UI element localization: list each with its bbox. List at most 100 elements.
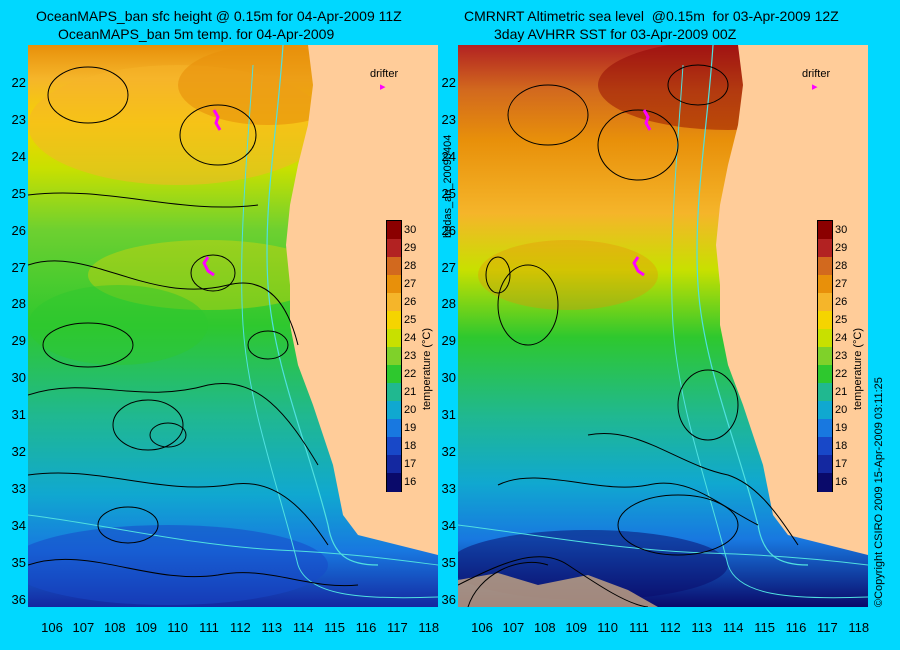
lat-label: 26 (441, 222, 456, 238)
lon-label: 109 (135, 620, 158, 635)
lat-label: 22 (11, 75, 26, 90)
left-map-svg (28, 45, 438, 607)
colorbar-tick-label: 27 (404, 278, 417, 290)
colorbar-tick-label: 20 (404, 404, 417, 416)
right-title-line2: 3day AVHRR SST for 03-Apr-2009 00Z (494, 26, 737, 42)
lon-label: 117 (387, 620, 408, 635)
colorbar-swatch (818, 329, 832, 348)
lon-label: 107 (502, 620, 525, 635)
colorbar-swatch (818, 365, 832, 384)
lat-label: 35 (441, 554, 456, 570)
lat-label: 32 (11, 444, 26, 459)
colorbar-swatch (818, 419, 832, 438)
colorbar-swatch (387, 419, 401, 438)
right-map-svg (458, 45, 868, 607)
lon-label: 117 (817, 620, 838, 635)
copyright-text: ©Copyright CSIRO 2009 15-Apr-2009 03:11:… (873, 377, 885, 607)
colorbar-swatch (387, 365, 401, 384)
left-colorbar (386, 220, 402, 492)
lon-label: 107 (72, 620, 95, 635)
lon-label: 115 (324, 620, 345, 635)
lat-label: 36 (11, 591, 26, 607)
colorbar-swatch (387, 383, 401, 402)
lon-label: 108 (103, 620, 126, 635)
colorbar-swatch (818, 347, 832, 366)
lon-label: 106 (41, 620, 63, 635)
colorbar-tick-label: 22 (404, 368, 417, 380)
left-title-line1: OceanMAPS_ban sfc height @ 0.15m for 04-… (36, 8, 402, 24)
colorbar-swatch (818, 473, 832, 492)
lat-label: 29 (11, 333, 26, 349)
lat-label: 30 (11, 370, 26, 386)
lat-label: 28 (11, 296, 26, 312)
colorbar-tick-label: 17 (404, 458, 417, 470)
lat-label: 32 (441, 444, 456, 459)
colorbar-tick-label: 29 (835, 242, 848, 254)
lon-label: 114 (722, 620, 744, 635)
colorbar-swatch (387, 275, 401, 294)
colorbar-tick-label: 18 (404, 440, 417, 452)
lat-label: 33 (441, 480, 456, 496)
lon-label: 108 (533, 620, 556, 635)
colorbar-tick-label: 30 (404, 224, 417, 236)
left-map-panel (28, 45, 438, 607)
drifter-track (202, 256, 215, 277)
colorbar-tick-label: 30 (835, 224, 848, 236)
run-id-text: bodas_an_20090404 (442, 134, 454, 238)
colorbar-tick-label: 25 (835, 314, 848, 326)
lon-label: 109 (565, 620, 588, 635)
colorbar-tick-label: 21 (835, 386, 848, 398)
lat-label: 25 (441, 185, 456, 201)
right-title-line1: CMRNRT Altimetric sea level @0.15m for 0… (464, 8, 839, 24)
colorbar-tick-label: 20 (835, 404, 848, 416)
colorbar-swatch (387, 221, 401, 240)
lat-label: 31 (441, 407, 456, 423)
colorbar-swatch (387, 239, 401, 258)
colorbar-swatch (818, 239, 832, 258)
colorbar-tick-label: 28 (404, 260, 417, 272)
colorbar-swatch (818, 383, 832, 402)
lat-label: 22 (441, 75, 456, 90)
colorbar-tick-label: 16 (835, 476, 848, 488)
colorbar-swatch (818, 437, 832, 456)
colorbar-swatch (387, 293, 401, 312)
lon-label: 118 (418, 620, 440, 635)
left-colorbar-title: temperature (°C) (421, 327, 433, 410)
lat-label: 27 (441, 259, 456, 275)
colorbar-tick-label: 26 (404, 296, 417, 308)
lat-label: 29 (441, 333, 456, 349)
lat-label: 34 (441, 517, 456, 533)
lat-label: 26 (11, 222, 26, 238)
colorbar-swatch (818, 257, 832, 276)
colorbar-tick-label: 19 (835, 422, 848, 434)
lat-label: 24 (11, 148, 26, 164)
colorbar-swatch (387, 257, 401, 276)
colorbar-swatch (818, 401, 832, 420)
colorbar-tick-label: 28 (835, 260, 848, 272)
left-title-line2: OceanMAPS_ban 5m temp. for 04-Apr-2009 (58, 26, 335, 42)
lat-label: 25 (11, 185, 26, 201)
left-drifter-legend-icon: ▸ (380, 81, 386, 93)
colorbar-tick-label: 18 (835, 440, 848, 452)
left-drifter-legend: drifter (370, 68, 399, 80)
lat-label: 23 (11, 111, 26, 127)
colorbar-tick-label: 24 (404, 332, 417, 344)
colorbar-tick-label: 22 (835, 368, 848, 380)
colorbar-swatch (387, 437, 401, 456)
colorbar-swatch (387, 473, 401, 492)
colorbar-tick-label: 24 (835, 332, 848, 344)
lat-label: 34 (11, 517, 26, 533)
colorbar-tick-label: 23 (835, 350, 848, 362)
lat-label: 30 (441, 370, 456, 386)
lon-label: 114 (292, 620, 314, 635)
lon-label: 112 (660, 620, 681, 635)
lon-label: 113 (691, 620, 713, 635)
lat-label: 28 (441, 296, 456, 312)
lon-label: 115 (754, 620, 775, 635)
colorbar-tick-label: 25 (404, 314, 417, 326)
colorbar-swatch (818, 275, 832, 294)
colorbar-tick-label: 23 (404, 350, 417, 362)
colorbar-swatch (387, 347, 401, 366)
lon-label: 106 (471, 620, 493, 635)
lon-label: 113 (261, 620, 283, 635)
